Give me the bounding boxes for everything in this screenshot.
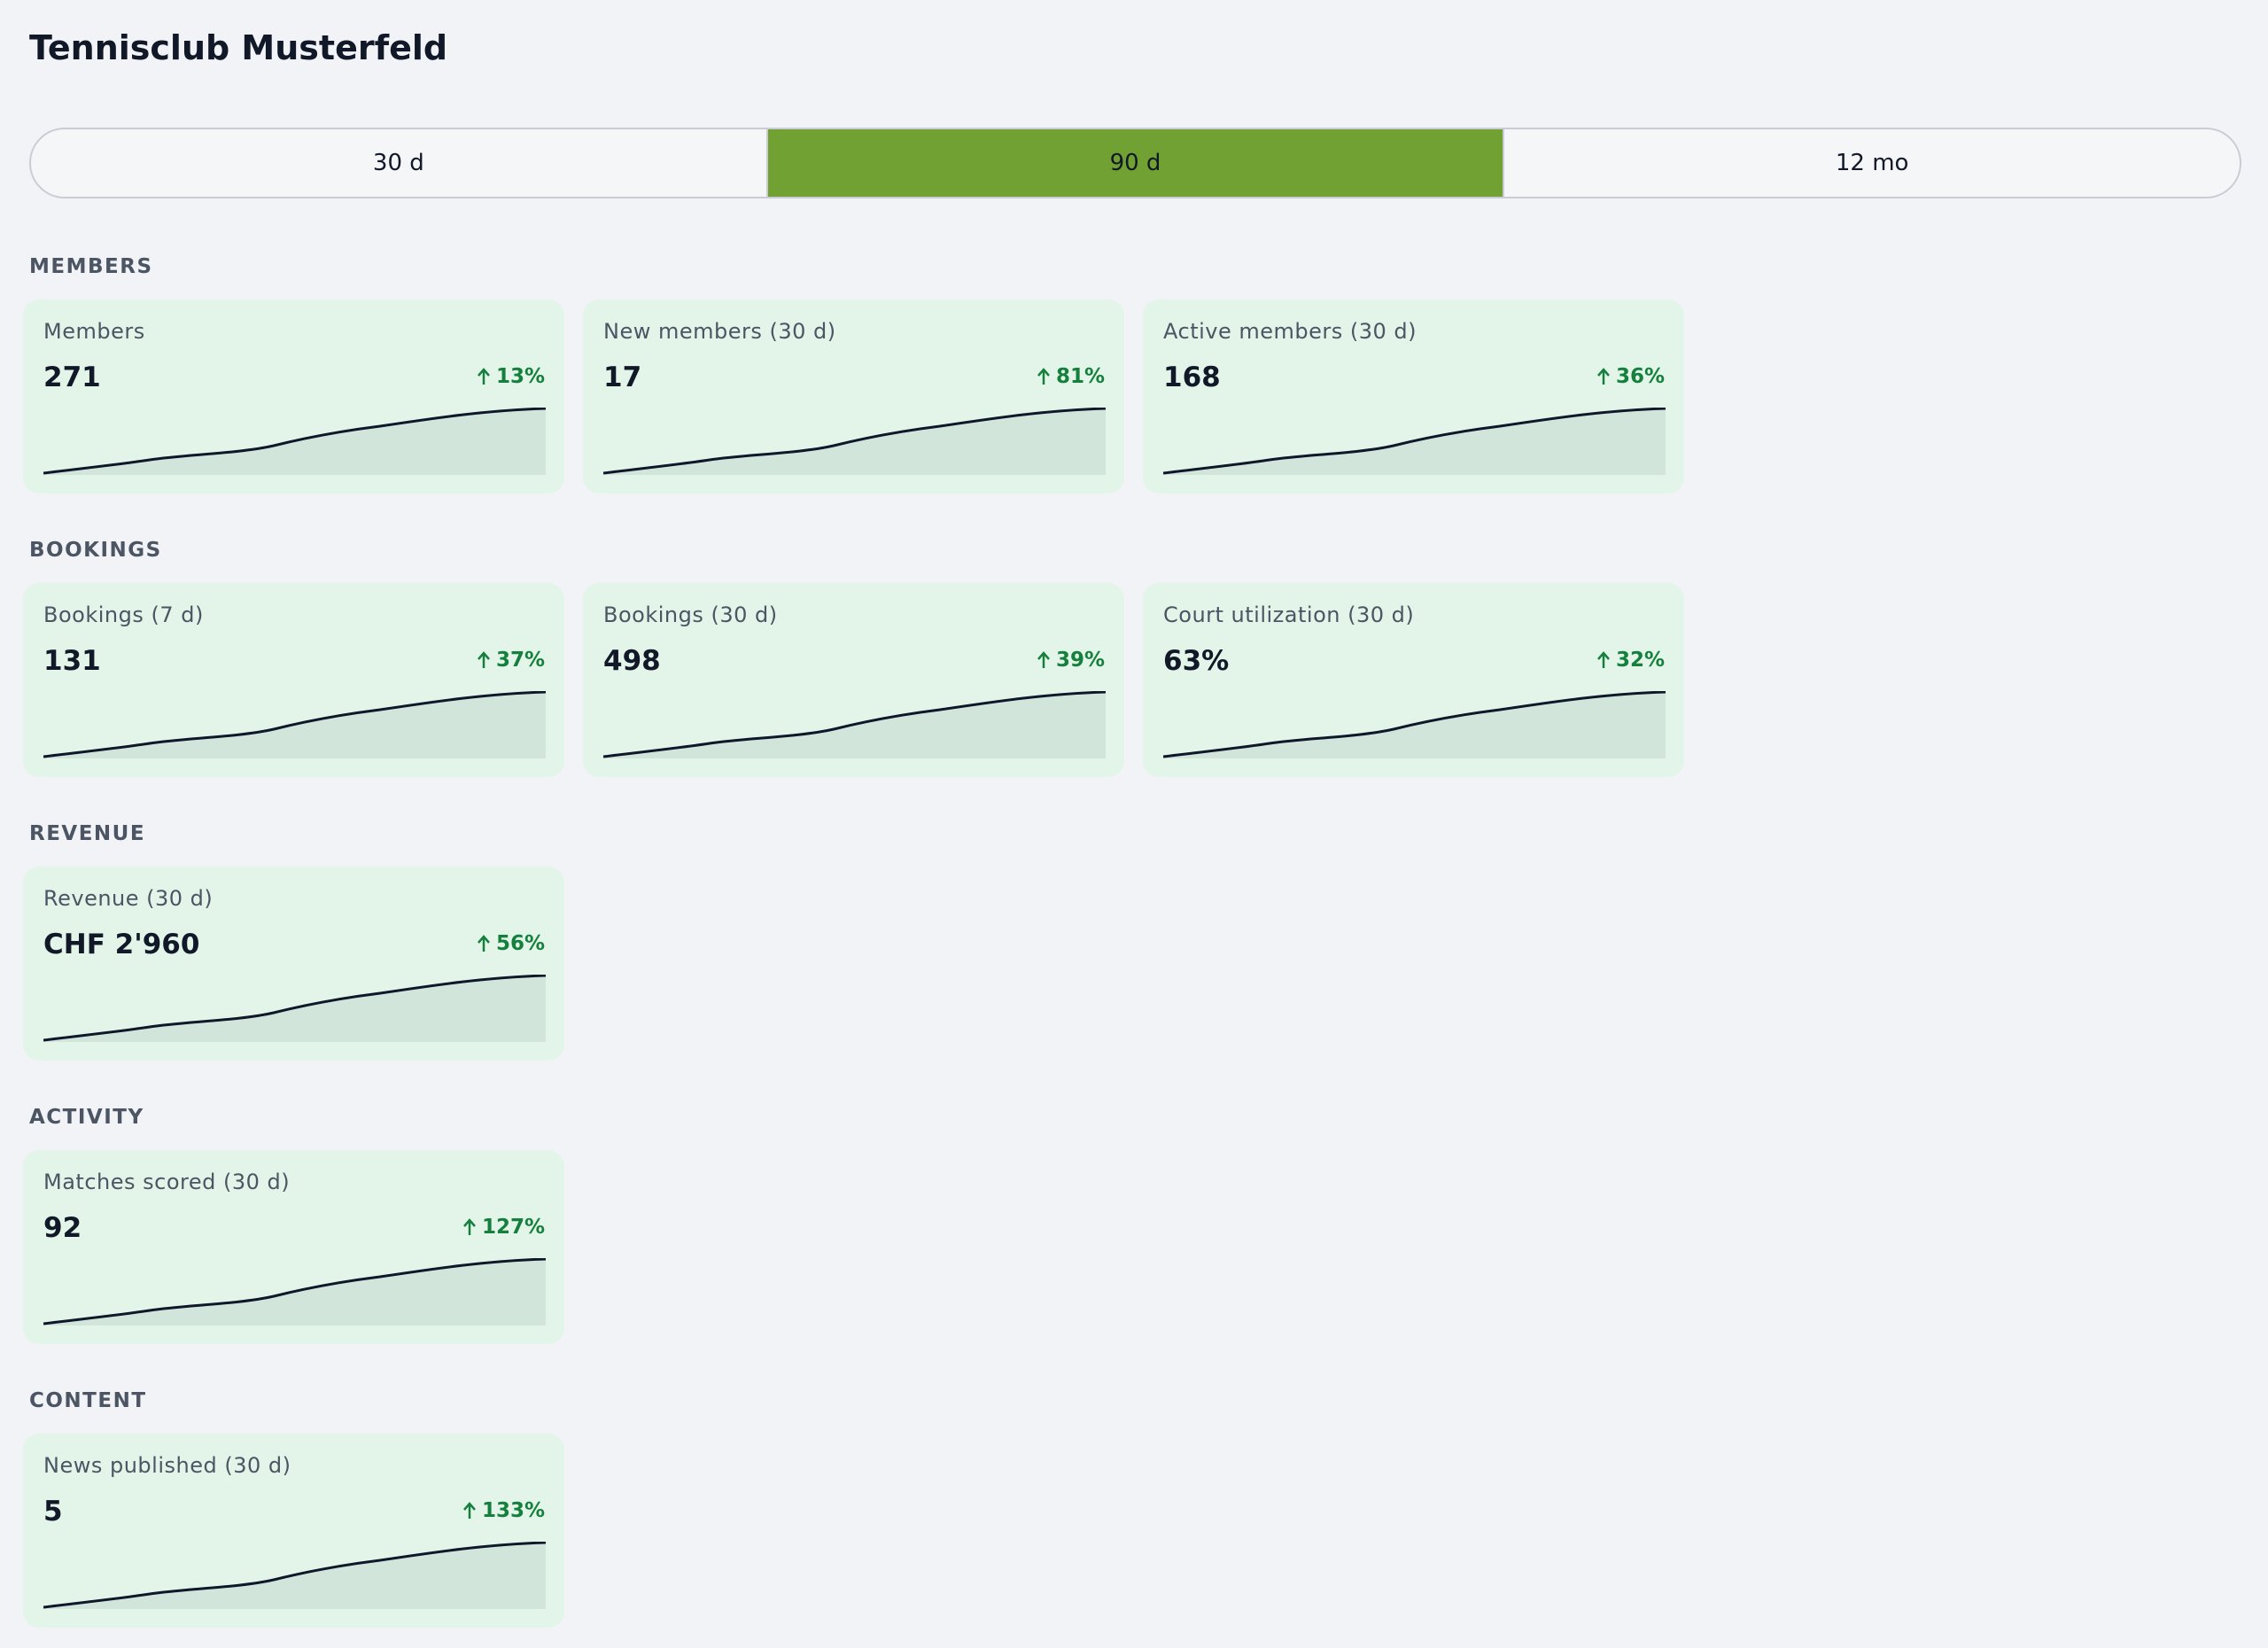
delta-text: 32%	[1615, 649, 1665, 672]
range-selector: 30 d 90 d 12 mo	[29, 128, 2241, 198]
sparkline	[43, 1542, 547, 1609]
arrow-up-icon	[462, 1502, 476, 1519]
range-option[interactable]: 30 d	[372, 150, 424, 176]
metric-label: New members (30 d)	[603, 319, 836, 344]
metric-card: Court utilization (30 d) 63% 32%	[1143, 583, 1684, 777]
metric-value: CHF 2'960	[43, 929, 200, 960]
metric-card: Active members (30 d) 168 36%	[1143, 299, 1684, 494]
section-title: ACTIVITY	[29, 1106, 144, 1129]
metric-value: 498	[603, 645, 661, 677]
delta-text: 13%	[495, 365, 545, 388]
range-option[interactable]: 12 mo	[1835, 150, 1909, 176]
metric-card: News published (30 d) 5 133%	[23, 1434, 564, 1628]
sparkline-line	[43, 1542, 547, 1609]
arrow-shape	[477, 935, 490, 952]
delta-text: 37%	[495, 649, 545, 672]
arrow-shape	[1037, 651, 1050, 668]
metric-delta: 56%	[477, 932, 545, 955]
arrow-up-icon	[1596, 651, 1610, 668]
delta-text: 81%	[1055, 365, 1105, 388]
sparkline-line	[43, 691, 547, 758]
metric-delta: 127%	[462, 1216, 545, 1239]
metric-delta: 13%	[477, 365, 545, 388]
metric-card: Revenue (30 d) CHF 2'960 56%	[23, 867, 564, 1061]
sparkline-line	[43, 408, 547, 475]
metric-card: Members 271 13%	[23, 299, 564, 494]
delta-text: 39%	[1055, 649, 1105, 672]
arrow-up-icon	[1596, 368, 1610, 385]
sparkline	[1163, 691, 1666, 758]
sparkline	[603, 691, 1107, 758]
delta-text: 127%	[481, 1216, 545, 1239]
section-title: MEMBERS	[29, 255, 153, 278]
sparkline-line	[603, 691, 1107, 758]
page-title: Tennisclub Musterfeld	[29, 28, 448, 67]
metric-value: 5	[43, 1496, 63, 1528]
section-title: BOOKINGS	[29, 539, 162, 562]
metric-value: 63%	[1163, 645, 1230, 677]
arrow-up-icon	[1037, 368, 1050, 385]
metric-label: Active members (30 d)	[1163, 319, 1418, 344]
sparkline-line	[43, 1258, 547, 1325]
metric-delta: 32%	[1596, 649, 1665, 672]
sparkline	[43, 975, 547, 1042]
arrow-shape	[477, 368, 490, 385]
sparkline	[603, 408, 1107, 475]
metric-value: 131	[43, 645, 101, 677]
sparkline-line	[43, 975, 547, 1042]
metric-delta: 133%	[462, 1499, 545, 1522]
arrow-shape	[477, 651, 490, 668]
delta-text: 133%	[481, 1499, 545, 1522]
arrow-up-icon	[477, 651, 490, 668]
metric-card: Matches scored (30 d) 92 127%	[23, 1150, 564, 1344]
arrow-up-icon	[1037, 651, 1050, 668]
arrow-up-icon	[477, 368, 490, 385]
metric-value: 168	[1163, 361, 1221, 393]
arrow-shape	[462, 1502, 476, 1519]
section-title: CONTENT	[29, 1389, 147, 1412]
arrow-shape	[462, 1218, 476, 1235]
sparkline	[43, 691, 547, 758]
metric-label: Bookings (30 d)	[603, 602, 778, 627]
delta-text: 56%	[495, 932, 545, 955]
metric-card: New members (30 d) 17 81%	[583, 299, 1124, 494]
metric-delta: 37%	[477, 649, 545, 672]
sparkline	[1163, 408, 1666, 475]
arrow-shape	[1037, 368, 1050, 385]
metric-value: 271	[43, 361, 101, 393]
metric-delta: 36%	[1596, 365, 1665, 388]
metric-label: News published (30 d)	[43, 1453, 291, 1478]
arrow-shape	[1596, 368, 1610, 385]
sparkline-line	[1163, 691, 1666, 758]
arrow-up-icon	[462, 1218, 476, 1235]
section-title: REVENUE	[29, 822, 146, 845]
sparkline-line	[603, 408, 1107, 475]
metric-card: Bookings (30 d) 498 39%	[583, 583, 1124, 777]
metric-label: Members	[43, 319, 145, 344]
metric-label: Matches scored (30 d)	[43, 1170, 291, 1194]
sparkline-line	[1163, 408, 1666, 475]
metric-label: Revenue (30 d)	[43, 886, 214, 911]
metric-card: Bookings (7 d) 131 37%	[23, 583, 564, 777]
metric-label: Bookings (7 d)	[43, 602, 204, 627]
sparkline	[43, 408, 547, 475]
arrow-up-icon	[477, 935, 490, 952]
sparkline	[43, 1258, 547, 1325]
metric-delta: 39%	[1037, 649, 1105, 672]
metric-value: 17	[603, 361, 642, 393]
range-option[interactable]: 90 d	[765, 129, 1505, 197]
metric-label: Court utilization (30 d)	[1163, 602, 1415, 627]
delta-text: 36%	[1615, 365, 1665, 388]
arrow-shape	[1596, 651, 1610, 668]
metric-delta: 81%	[1037, 365, 1105, 388]
metric-value: 92	[43, 1212, 82, 1244]
